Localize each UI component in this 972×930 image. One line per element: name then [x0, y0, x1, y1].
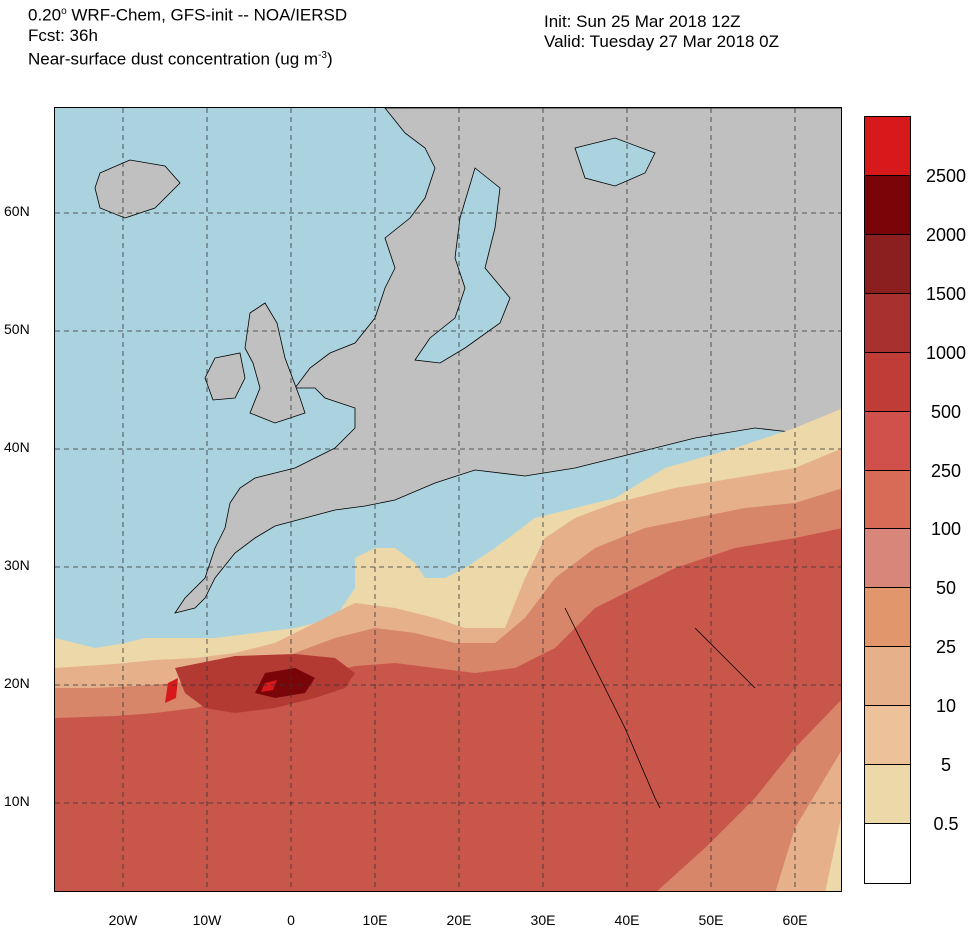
- graticule: [55, 108, 841, 891]
- colorbar-cell: [865, 647, 910, 707]
- lat-label-30n: 30N: [4, 557, 30, 573]
- colorbar-cell: [865, 765, 910, 825]
- model-title: 0.20o WRF-Chem, GFS-init -- NOA/IERSD: [28, 5, 348, 25]
- forecast-hour: Fcst: 36h: [28, 25, 98, 45]
- map-canvas: [55, 108, 841, 891]
- colorbar-level-label: 1000: [925, 342, 967, 363]
- colorbar-level-label: 2000: [925, 224, 967, 245]
- colorbar-cell: [865, 175, 910, 235]
- colorbar-cell: [865, 234, 910, 294]
- colorbar: [864, 116, 911, 884]
- colorbar-cell: [865, 588, 910, 648]
- colorbar-level-label: 50: [935, 578, 957, 599]
- colorbar-cell: [865, 117, 910, 176]
- colorbar-cell: [865, 293, 910, 353]
- init-time: Init: Sun 25 Mar 2018 12Z: [544, 12, 741, 31]
- persian-gulf: [694, 627, 756, 689]
- colorbar-cell: [865, 706, 910, 766]
- colorbar-level-label: 0.5: [933, 814, 959, 835]
- dust-2500-spot: [261, 680, 277, 692]
- lon-label-10w: 10W: [192, 912, 222, 928]
- lon-label-20w: 20W: [108, 912, 138, 928]
- colorbar-cell: [865, 824, 910, 883]
- lon-label-20e: 20E: [446, 912, 472, 928]
- land-ireland: [204, 352, 246, 401]
- colorbar-cell: [865, 411, 910, 471]
- valid-time: Valid: Tuesday 27 Mar 2018 0Z: [544, 32, 779, 51]
- lat-label-40n: 40N: [4, 439, 30, 455]
- colorbar-level-label: 100: [930, 519, 962, 540]
- colorbar-level-label: 2500: [925, 165, 967, 186]
- land-uk: [244, 302, 306, 424]
- land-europe: [174, 108, 841, 614]
- dust-100-layer: [55, 528, 841, 891]
- baltic-sea: [414, 167, 511, 364]
- colorbar-level-label: 500: [930, 401, 962, 422]
- lon-label-40e: 40E: [614, 912, 640, 928]
- red-sea: [564, 607, 661, 809]
- figure-title-block: 0.20o WRF-Chem, GFS-init -- NOA/IERSD Fc…: [28, 2, 347, 69]
- colorbar-level-label: 10: [935, 696, 957, 717]
- white-sea: [574, 137, 656, 187]
- lon-label-30e: 30E: [530, 912, 556, 928]
- lat-label-50n: 50N: [4, 321, 30, 337]
- colorbar-level-label: 250: [930, 460, 962, 481]
- lon-label-60e: 60E: [782, 912, 808, 928]
- dust-map: [54, 107, 842, 892]
- variable-title: Near-surface dust concentration (ug m-3): [28, 49, 333, 69]
- run-info-block: Init: Sun 25 Mar 2018 12Z Valid: Tuesday…: [544, 12, 779, 52]
- lat-label-20n: 20N: [4, 675, 30, 691]
- lon-label-50e: 50E: [698, 912, 724, 928]
- colorbar-level-label: 1500: [925, 283, 967, 304]
- dust-2500-spot-west: [165, 678, 178, 703]
- lat-label-60n: 60N: [4, 203, 30, 219]
- lon-label-0: 0: [287, 912, 295, 928]
- colorbar-cell: [865, 470, 910, 530]
- colorbar-level-label: 25: [935, 637, 957, 658]
- colorbar-cell: [865, 352, 910, 412]
- lat-label-10n: 10N: [4, 793, 30, 809]
- colorbar-level-label: 5: [940, 755, 951, 776]
- land-iceland: [94, 159, 181, 219]
- colorbar-cell: [865, 529, 910, 589]
- lon-label-10e: 10E: [362, 912, 388, 928]
